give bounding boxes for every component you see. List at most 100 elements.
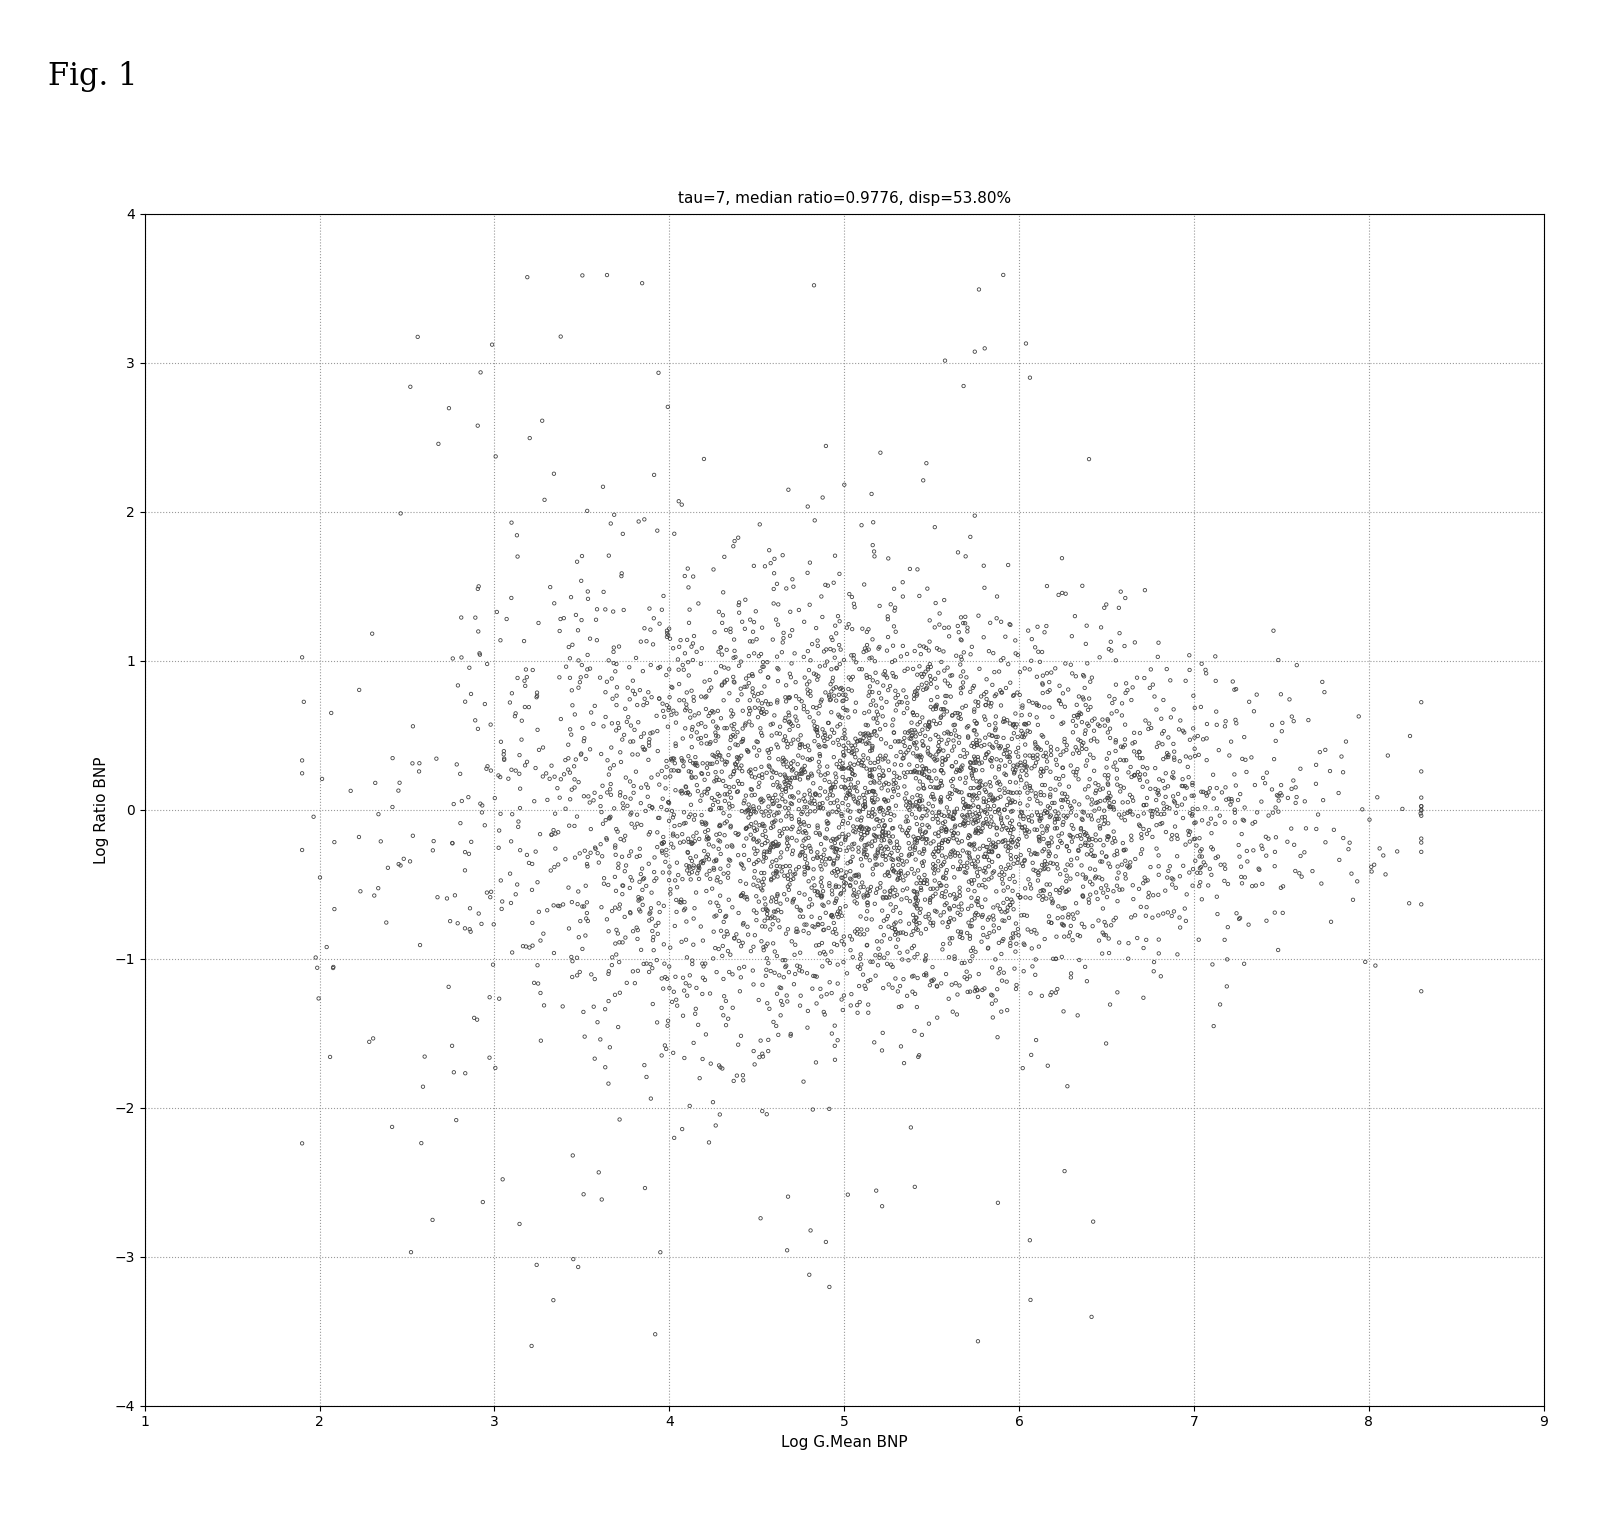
Point — [992, 753, 1017, 778]
Point — [1265, 938, 1290, 963]
Point — [885, 995, 911, 1019]
Point — [972, 692, 998, 717]
Point — [983, 747, 1009, 772]
Point — [988, 929, 1014, 953]
Point — [972, 779, 998, 804]
Point — [710, 984, 736, 1008]
Point — [987, 678, 1012, 703]
Point — [1016, 711, 1041, 735]
Point — [869, 764, 895, 788]
Point — [902, 880, 927, 905]
Point — [850, 842, 876, 866]
Point — [797, 678, 823, 703]
Point — [911, 839, 937, 863]
Point — [813, 649, 839, 674]
Point — [614, 675, 640, 700]
Point — [935, 799, 961, 824]
Point — [697, 866, 723, 891]
Point — [945, 900, 971, 924]
Point — [826, 677, 852, 701]
Point — [742, 842, 768, 866]
Point — [1388, 796, 1414, 821]
Point — [669, 749, 694, 773]
Point — [1006, 885, 1032, 909]
Point — [609, 931, 635, 955]
Point — [914, 827, 940, 851]
Point — [958, 642, 983, 666]
Point — [693, 697, 718, 721]
Point — [857, 879, 882, 903]
Point — [797, 593, 823, 617]
Point — [1128, 837, 1154, 862]
Point — [771, 882, 797, 906]
Point — [757, 906, 783, 931]
Point — [858, 804, 884, 828]
Point — [445, 674, 471, 698]
Point — [1180, 827, 1205, 851]
Point — [742, 810, 768, 834]
Point — [895, 752, 921, 776]
Point — [1226, 845, 1252, 869]
Point — [678, 793, 704, 817]
Point — [654, 625, 680, 649]
Point — [947, 767, 972, 792]
Point — [955, 804, 980, 828]
Point — [767, 915, 792, 940]
Point — [1012, 755, 1038, 779]
Point — [726, 756, 752, 781]
Point — [1072, 821, 1098, 845]
Point — [1012, 723, 1038, 747]
Point — [1033, 749, 1059, 773]
Point — [990, 871, 1016, 895]
Point — [1030, 759, 1056, 784]
Point — [1276, 688, 1302, 712]
Point — [977, 782, 1003, 807]
Point — [924, 675, 950, 700]
Point — [985, 843, 1011, 868]
Point — [1062, 714, 1088, 738]
Point — [609, 792, 635, 816]
Point — [1045, 582, 1070, 607]
Point — [992, 909, 1017, 934]
Point — [996, 866, 1022, 891]
Point — [861, 750, 887, 775]
Point — [808, 883, 834, 908]
Point — [440, 792, 466, 816]
Point — [930, 814, 956, 839]
Point — [1062, 665, 1088, 689]
Point — [720, 762, 746, 787]
Point — [779, 842, 805, 866]
Point — [760, 591, 786, 616]
Point — [840, 643, 866, 668]
Point — [900, 759, 926, 784]
Point — [731, 788, 757, 813]
Point — [773, 779, 799, 804]
Point — [993, 793, 1019, 817]
Point — [596, 1034, 622, 1059]
Point — [932, 747, 958, 772]
Point — [787, 811, 813, 836]
Point — [1180, 796, 1205, 821]
Point — [877, 952, 903, 976]
Point — [487, 766, 513, 790]
Point — [514, 843, 540, 868]
Point — [900, 793, 926, 817]
Point — [992, 761, 1017, 785]
Point — [972, 707, 998, 732]
Point — [527, 981, 553, 1005]
Point — [1067, 701, 1093, 726]
Point — [832, 726, 858, 750]
Point — [776, 796, 802, 821]
Point — [975, 784, 1001, 808]
Point — [821, 775, 847, 799]
Point — [1025, 863, 1051, 888]
Point — [591, 996, 617, 1021]
Point — [673, 680, 699, 704]
Point — [1184, 796, 1210, 821]
Point — [754, 898, 779, 923]
Point — [800, 788, 826, 813]
Point — [1136, 712, 1162, 736]
Point — [881, 804, 906, 828]
Point — [755, 950, 781, 975]
Point — [797, 790, 823, 814]
